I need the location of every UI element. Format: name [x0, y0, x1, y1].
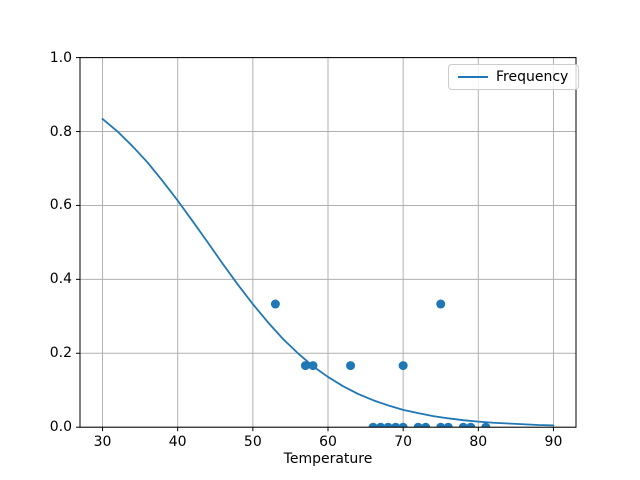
x-tick-label: 50	[243, 434, 262, 451]
data-point	[436, 299, 446, 309]
data-point	[398, 422, 408, 428]
data-point	[466, 422, 476, 428]
y-tick-label: 1.0	[49, 49, 72, 66]
x-tick-label: 70	[394, 434, 413, 451]
x-tick-label: 40	[168, 434, 187, 451]
legend-line-swatch	[458, 76, 488, 78]
y-tick-label: 0.2	[49, 345, 72, 362]
data-point	[308, 361, 318, 371]
data-point	[436, 422, 446, 428]
x-tick-label: 30	[93, 434, 112, 451]
x-axis-label: Temperature	[283, 451, 373, 467]
data-point	[391, 422, 401, 428]
frequency-curve	[101, 118, 555, 427]
x-tick-label: 60	[319, 434, 337, 451]
data-point	[481, 422, 491, 428]
x-tick-label: 90	[544, 434, 563, 451]
y-tick-label: 0.8	[49, 123, 72, 140]
data-point	[368, 422, 378, 428]
data-point	[300, 361, 310, 371]
y-tick-label: 0.4	[49, 271, 72, 288]
data-point	[270, 299, 280, 309]
data-point	[383, 422, 393, 428]
data-point	[443, 422, 453, 428]
y-tick-label: 0.0	[49, 419, 72, 436]
legend-entry-label: Frequency	[496, 69, 569, 85]
x-tick-label: 80	[469, 434, 488, 451]
data-point	[398, 361, 408, 371]
legend: Frequency	[448, 64, 580, 90]
data-point	[458, 422, 468, 428]
data-point	[376, 422, 386, 428]
data-point	[413, 422, 423, 428]
data-point	[346, 361, 356, 371]
y-tick-label: 0.6	[49, 197, 72, 214]
data-point	[421, 422, 431, 428]
